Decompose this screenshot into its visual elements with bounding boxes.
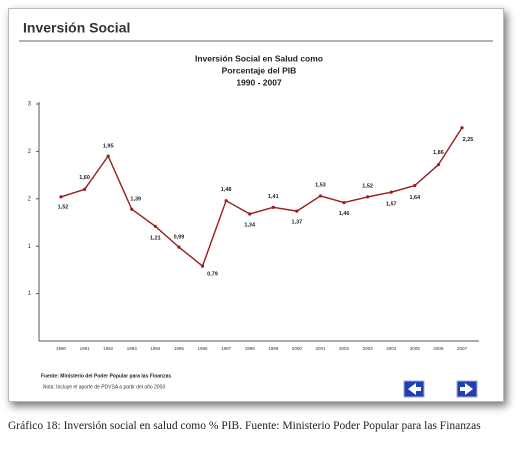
prev-button[interactable] — [403, 380, 425, 398]
point — [82, 187, 87, 191]
data-label: 1,46 — [339, 211, 350, 217]
note: Nota: Incluye el aporte de PDVSA a parti… — [43, 384, 166, 390]
x-tick-label: 1999 — [268, 346, 279, 351]
point — [130, 207, 134, 211]
chart-title: Inversión Social en Salud como — [195, 53, 323, 63]
point — [224, 199, 228, 203]
y-tick-label: 1 — [28, 244, 32, 250]
x-tick-label: 1996 — [198, 346, 209, 351]
data-label: 0,79 — [207, 272, 218, 278]
y-tick-label: 2 — [28, 149, 32, 155]
x-tick-label: 1990 — [56, 346, 67, 351]
x-tick-label: 2006 — [433, 346, 444, 351]
point — [342, 200, 346, 205]
slide: Inversión Social Fuente: Ministerio del … — [8, 8, 504, 402]
x-tick-label: 1992 — [103, 346, 114, 351]
data-label: 1,86 — [433, 150, 444, 156]
x-tick-label: 2004 — [386, 346, 397, 351]
x-tick-label: 2003 — [363, 346, 374, 351]
next-button[interactable] — [456, 380, 478, 398]
prev-arrow[interactable] — [408, 383, 421, 395]
series-line — [60, 127, 463, 267]
y-tick-label: 2 — [28, 196, 32, 202]
x-tick-label: 1997 — [221, 346, 232, 351]
chart-title: 1990 - 2007 — [236, 77, 282, 87]
point — [59, 195, 63, 199]
x-tick-label: 2005 — [410, 346, 421, 351]
source: Fuente: Ministerio del Poder Popular par… — [41, 373, 172, 379]
data-label: 1,53 — [315, 182, 326, 188]
data-label: 2,25 — [463, 137, 474, 143]
data-label: 1,60 — [79, 175, 90, 181]
point — [460, 126, 464, 130]
y-tick-label: 1 — [28, 291, 32, 297]
point — [436, 163, 441, 167]
point — [389, 190, 393, 194]
next-arrow[interactable] — [460, 383, 473, 395]
point — [200, 264, 205, 268]
data-label: 1,39 — [130, 197, 141, 203]
data-label: 1,48 — [221, 187, 232, 193]
data-label: 1,52 — [58, 204, 69, 210]
data-label: 1,34 — [244, 222, 256, 228]
data-label: 1,41 — [268, 194, 279, 200]
header: Inversión Social — [23, 20, 130, 36]
point — [177, 245, 181, 249]
point — [295, 209, 299, 213]
point — [106, 154, 110, 158]
point — [271, 205, 275, 209]
point — [366, 195, 370, 199]
caption: Gráfico 18: Inversión social en salud co… — [8, 420, 481, 432]
data-label: 1,95 — [103, 144, 114, 150]
point — [153, 224, 157, 228]
x-tick-label: 2000 — [292, 346, 303, 351]
y-tick-label: 3 — [28, 102, 32, 108]
x-tick-label: 2001 — [315, 346, 326, 351]
x-tick-label: 2002 — [339, 346, 350, 351]
data-label: 1,64 — [409, 195, 421, 201]
x-tick-label: 2007 — [457, 346, 468, 351]
x-tick-label: 1995 — [174, 346, 185, 351]
data-label: 1,52 — [362, 183, 373, 189]
chart: Inversión Social Fuente: Ministerio del … — [19, 20, 493, 398]
x-tick-label: 1998 — [245, 346, 256, 351]
chart-title: Porcentaje del PIB — [222, 65, 297, 75]
point — [413, 183, 417, 188]
point — [318, 194, 323, 198]
x-tick-label: 1993 — [127, 346, 138, 351]
x-tick-label: 1991 — [80, 346, 91, 351]
data-label: 1,57 — [386, 202, 397, 208]
data-label: 1,37 — [292, 220, 303, 226]
data-label: 1,21 — [150, 236, 161, 242]
x-tick-label: 1994 — [150, 346, 161, 351]
data-label: 0,99 — [174, 235, 185, 241]
point — [248, 212, 252, 216]
